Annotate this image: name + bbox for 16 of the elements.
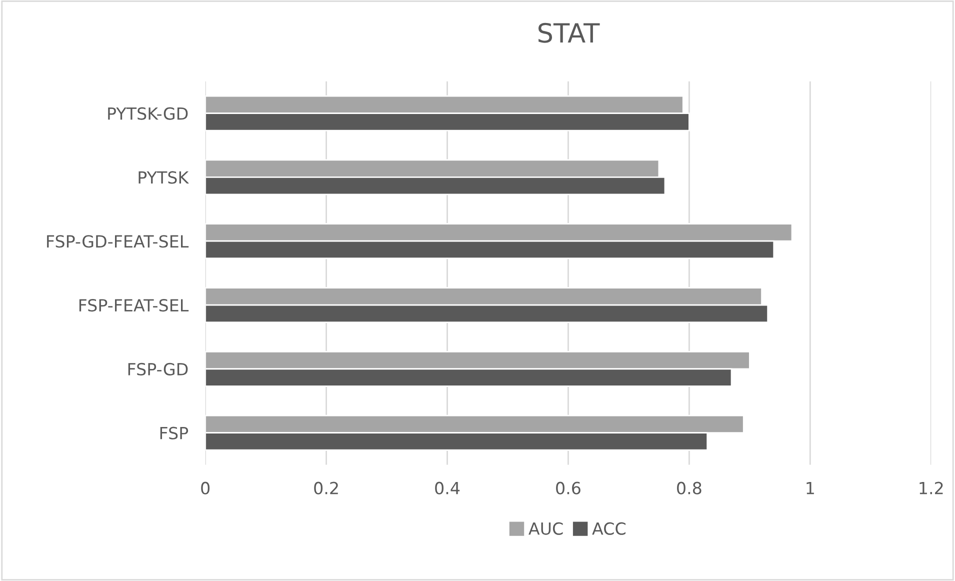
legend-label: ACC <box>592 522 626 535</box>
x-tick-label: 1.2 <box>920 482 943 494</box>
y-tick-label: PYTSK <box>138 171 190 184</box>
x-tick-label: 1 <box>806 482 814 494</box>
x-tick-label: 0.8 <box>677 482 702 494</box>
x-tick-label: 0.2 <box>314 482 338 494</box>
y-tick-label: FSP-FEAT-SEL <box>79 298 189 312</box>
chart-title: STAT <box>538 22 600 43</box>
y-tick-label: FSP <box>160 426 188 440</box>
y-tick-label: PYTSK-GD <box>108 107 188 120</box>
x-tick-label: 0 <box>201 482 210 494</box>
legend-label: AUC <box>528 522 563 535</box>
x-tick-label: 0.4 <box>435 482 460 494</box>
y-tick-label: FSP-GD <box>128 362 188 376</box>
x-tick-label: 0.6 <box>556 482 580 494</box>
y-tick-label: FSP-GD-FEAT-SEL <box>47 235 189 248</box>
